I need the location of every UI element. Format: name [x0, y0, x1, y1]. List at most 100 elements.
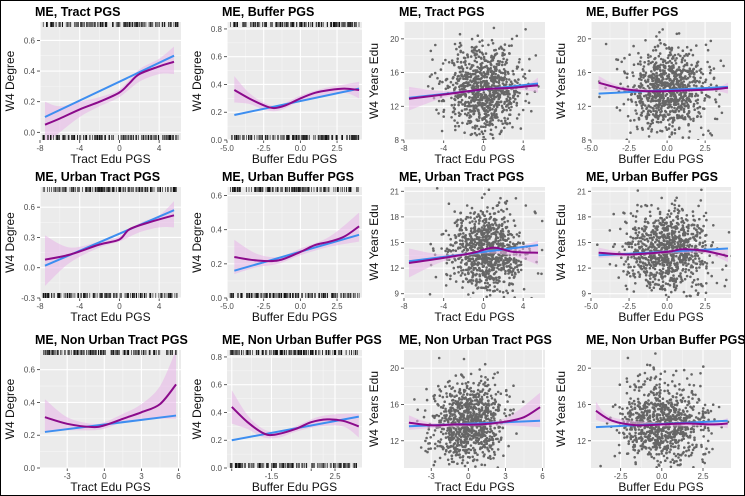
data-point [625, 287, 629, 291]
data-point [653, 248, 656, 251]
data-point [475, 105, 479, 108]
x-tick-label: -8 [400, 302, 408, 311]
data-point [663, 288, 667, 292]
data-point [681, 116, 684, 120]
data-point [501, 291, 505, 294]
data-point [667, 73, 671, 76]
data-point [499, 258, 503, 262]
data-point [484, 52, 488, 55]
data-point [485, 210, 489, 213]
data-point [719, 59, 723, 62]
data-point [475, 82, 479, 85]
data-point [508, 213, 512, 216]
data-point [524, 204, 528, 207]
data-point [494, 116, 498, 119]
data-point [495, 223, 498, 227]
data-point [464, 77, 467, 81]
data-point [688, 81, 692, 84]
data-point [665, 269, 668, 273]
data-point [696, 139, 700, 140]
data-point [673, 199, 677, 202]
data-point [435, 108, 438, 112]
data-point [456, 223, 459, 227]
data-point [637, 256, 641, 259]
data-point [488, 90, 492, 93]
data-point [666, 96, 670, 100]
panel-title: ME, Buffer PGS [222, 5, 314, 19]
data-point [682, 233, 685, 237]
data-point [669, 110, 672, 113]
data-point [664, 282, 668, 285]
data-point [502, 210, 505, 213]
data-point [512, 257, 516, 260]
data-point [460, 73, 463, 76]
y-tick-label: 20 [390, 35, 399, 44]
data-point [645, 106, 649, 109]
data-point [695, 64, 698, 67]
data-point [668, 77, 672, 81]
data-point [625, 138, 629, 140]
data-point [698, 80, 701, 84]
data-point [655, 71, 658, 75]
data-point [466, 75, 470, 79]
data-point [463, 108, 467, 111]
data-point [665, 92, 669, 96]
data-point [498, 79, 501, 82]
data-point [534, 54, 538, 57]
data-point [515, 34, 519, 38]
data-point [463, 102, 467, 106]
data-point [479, 80, 483, 84]
data-point [649, 55, 652, 58]
data-point [519, 268, 523, 272]
data-point [516, 264, 519, 267]
data-point [672, 274, 675, 277]
data-point [655, 107, 658, 110]
data-point [507, 106, 511, 110]
data-point [502, 280, 506, 284]
data-point [522, 75, 525, 78]
data-point [489, 66, 493, 70]
data-point [672, 84, 676, 88]
data-point [504, 119, 507, 123]
data-point [667, 127, 671, 130]
data-point [501, 53, 504, 57]
data-point [625, 273, 629, 276]
data-point [521, 108, 525, 112]
data-point [514, 260, 518, 264]
data-point [614, 264, 618, 267]
data-point [712, 67, 716, 70]
data-point [669, 212, 673, 215]
data-point [502, 267, 506, 271]
data-point [479, 255, 482, 258]
data-point [642, 265, 646, 268]
confidence-band [45, 201, 174, 286]
data-point [675, 236, 679, 239]
data-point [483, 192, 486, 196]
y-tick-label: 0.6 [24, 36, 36, 45]
data-point [640, 236, 643, 239]
data-point [515, 117, 519, 120]
data-point [682, 263, 685, 266]
data-point [632, 44, 635, 48]
data-point [493, 49, 496, 52]
data-point [701, 244, 705, 248]
data-point [695, 70, 698, 73]
data-point [704, 43, 708, 47]
data-point [477, 238, 481, 241]
smooth-fit-line [233, 87, 360, 110]
data-point [464, 244, 468, 248]
data-point [694, 289, 698, 292]
data-point [511, 242, 515, 245]
data-point [462, 268, 465, 272]
data-point [704, 78, 708, 81]
data-point [670, 47, 674, 50]
data-point [679, 260, 682, 264]
data-point [491, 72, 494, 75]
data-point [657, 106, 660, 109]
data-point [650, 249, 653, 253]
data-point [676, 116, 679, 119]
data-point [699, 199, 703, 202]
data-point [659, 120, 663, 124]
data-point [693, 72, 696, 75]
data-point [661, 99, 665, 102]
